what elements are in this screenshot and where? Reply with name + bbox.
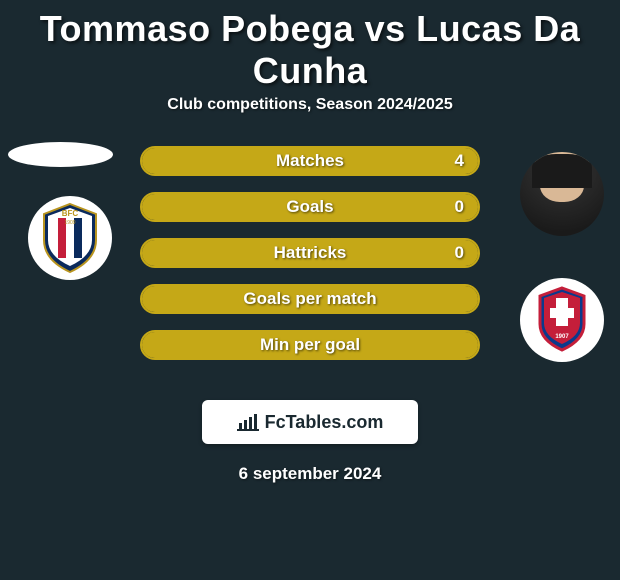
stat-value: 4 [455,151,464,171]
svg-text:1907: 1907 [555,334,569,340]
svg-text:1909: 1909 [64,220,75,226]
stat-row-gpm: Goals per match [140,284,480,314]
stat-value: 0 [455,243,464,263]
player-right-avatar [520,152,604,236]
stat-label: Matches [276,151,344,171]
brand-chart-icon [237,413,259,431]
stat-row-matches: Matches 4 [140,146,480,176]
comparison-area: BFC 1909 1907 Matches 4 Goals 0 Hattrick… [0,132,620,392]
brand-text: FcTables.com [265,412,384,433]
club-right-badge: 1907 [520,278,604,362]
club-left-badge: BFC 1909 [28,196,112,280]
stat-label: Min per goal [260,335,360,355]
subtitle: Club competitions, Season 2024/2025 [0,96,620,132]
brand-badge: FcTables.com [202,400,418,444]
player-left-avatar [8,142,113,167]
stat-value: 0 [455,197,464,217]
stat-row-mpg: Min per goal [140,330,480,360]
stat-row-goals: Goals 0 [140,192,480,222]
stats-list: Matches 4 Goals 0 Hattricks 0 Goals per … [140,146,480,376]
stat-label: Goals [286,197,333,217]
page-title: Tommaso Pobega vs Lucas Da Cunha [0,0,620,96]
svg-text:BFC: BFC [62,209,79,218]
stat-label: Hattricks [274,243,347,263]
stat-row-hattricks: Hattricks 0 [140,238,480,268]
stat-label: Goals per match [243,289,376,309]
date-label: 6 september 2024 [0,464,620,484]
